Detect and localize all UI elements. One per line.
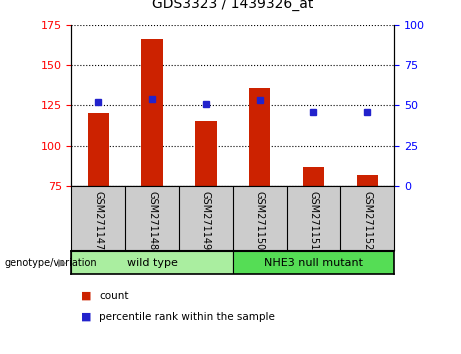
Bar bbox=[249, 87, 271, 186]
Bar bbox=[71, 251, 233, 274]
Bar bbox=[142, 39, 163, 186]
Text: wild type: wild type bbox=[127, 258, 177, 268]
Text: GSM271150: GSM271150 bbox=[254, 191, 265, 250]
Text: GSM271149: GSM271149 bbox=[201, 191, 211, 250]
Text: GSM271147: GSM271147 bbox=[93, 191, 103, 250]
Text: NHE3 null mutant: NHE3 null mutant bbox=[264, 258, 363, 268]
Text: ■: ■ bbox=[81, 291, 91, 301]
Bar bbox=[303, 166, 324, 186]
Text: count: count bbox=[99, 291, 129, 301]
Bar bbox=[356, 175, 378, 186]
Text: GSM271148: GSM271148 bbox=[147, 191, 157, 250]
Text: GSM271151: GSM271151 bbox=[308, 191, 319, 250]
Text: percentile rank within the sample: percentile rank within the sample bbox=[99, 312, 275, 322]
Bar bbox=[88, 113, 109, 186]
Text: ▶: ▶ bbox=[59, 258, 67, 268]
Text: ■: ■ bbox=[81, 312, 91, 322]
Text: genotype/variation: genotype/variation bbox=[5, 258, 97, 268]
Bar bbox=[195, 121, 217, 186]
Bar bbox=[233, 251, 394, 274]
Text: GDS3323 / 1439326_at: GDS3323 / 1439326_at bbox=[152, 0, 313, 11]
Text: GSM271152: GSM271152 bbox=[362, 191, 372, 250]
